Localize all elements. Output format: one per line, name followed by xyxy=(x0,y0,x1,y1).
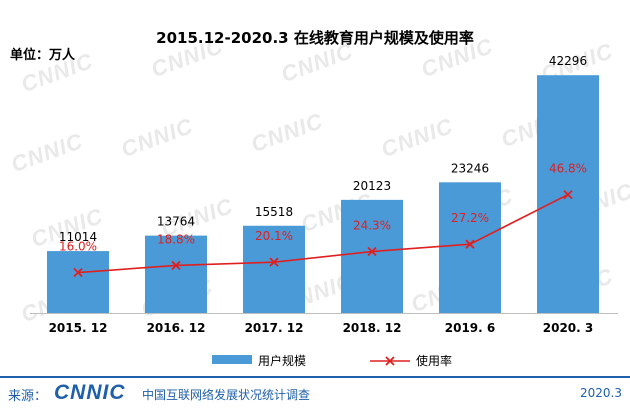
bar-label-5: 42296 xyxy=(549,54,587,68)
usage-rate-point-2 xyxy=(269,257,279,267)
usage-rate-label-0: 16.0% xyxy=(59,240,97,254)
bar-label-0: 11014 xyxy=(59,230,97,244)
usage-rate-point-3 xyxy=(367,246,377,257)
usage-rate-label-3: 24.3% xyxy=(353,219,391,233)
footer: 来源： CNNIC 中国互联网络发展状况统计调查 2020.3 xyxy=(0,380,630,409)
bar-label-4: 23246 xyxy=(451,161,489,175)
usage-rate-label-1: 18.8% xyxy=(157,232,195,246)
category-label-0: 2015. 12 xyxy=(49,321,108,335)
usage-rate-line xyxy=(77,193,569,274)
bar-1 xyxy=(145,235,207,313)
footer-organization: 中国互联网络发展状况统计调查 xyxy=(142,388,311,402)
bar-4 xyxy=(439,182,501,313)
usage-rate-label-5: 46.8% xyxy=(549,162,587,176)
bar-2 xyxy=(243,225,305,313)
footer-source-label: 来源： xyxy=(8,389,48,404)
usage-rate-label-4: 27.2% xyxy=(451,211,489,225)
category-label-3: 2018. 12 xyxy=(343,321,402,335)
footer-divider xyxy=(0,376,630,378)
usage-rate-point-4 xyxy=(465,239,475,249)
usage-rate-point-1 xyxy=(171,260,181,271)
usage-rate-point-0 xyxy=(73,267,83,278)
legend-line-marker xyxy=(385,356,395,366)
bar-label-2: 15518 xyxy=(255,205,293,219)
chart-title: 2015.12-2020.3 在线教育用户规模及使用率 xyxy=(156,29,474,47)
usage-rate-label-2: 20.1% xyxy=(255,229,293,243)
legend-bar-swatch xyxy=(212,355,252,364)
legend-bar-label: 用户规模 xyxy=(258,353,306,368)
category-label-2: 2017. 12 xyxy=(245,321,304,335)
category-label-5: 2020. 3 xyxy=(543,321,593,335)
bar-0 xyxy=(47,251,109,313)
cnnic-logo: CNNIC xyxy=(54,381,126,404)
category-label-4: 2019. 6 xyxy=(445,321,495,335)
bar-label-1: 13764 xyxy=(157,215,195,229)
footer-date: 2020.3 xyxy=(580,386,622,400)
category-label-1: 2016. 12 xyxy=(147,321,206,335)
bar-3 xyxy=(341,199,403,313)
bar-label-3: 20123 xyxy=(353,179,391,193)
unit-label: 单位：万人 xyxy=(10,47,76,63)
legend-line-label: 使用率 xyxy=(416,353,452,368)
usage-rate-point-5 xyxy=(563,189,573,200)
